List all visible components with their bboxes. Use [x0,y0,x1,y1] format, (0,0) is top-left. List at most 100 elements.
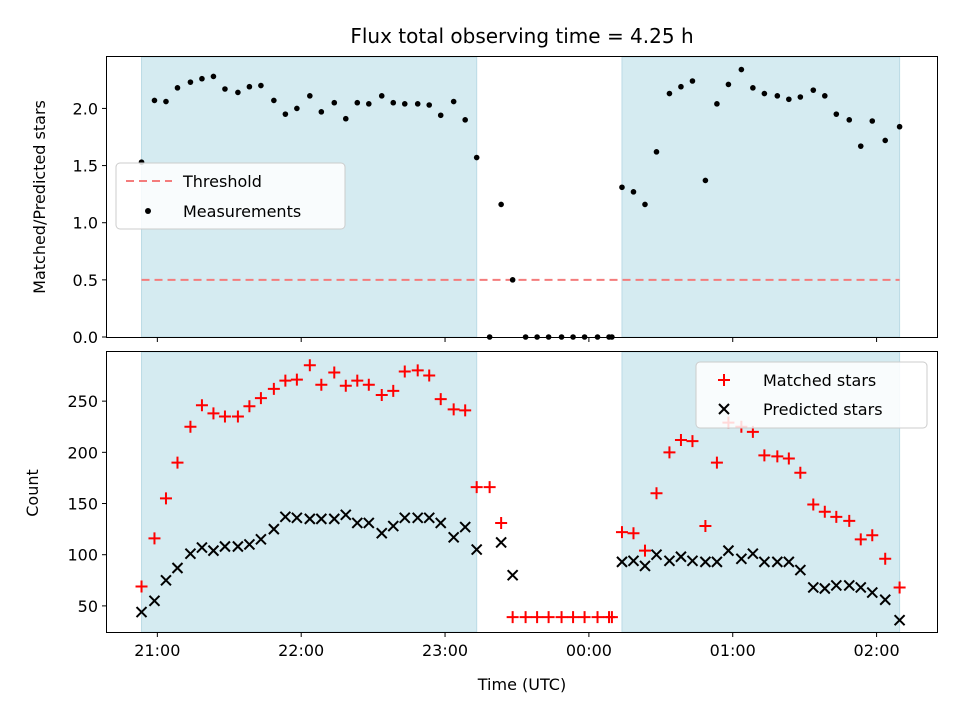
count-matched-stars-point-2 [159,492,172,505]
count-matched-stars-point-31 [506,611,519,624]
count-predicted-stars-point-47 [807,581,819,594]
count-y-tick-label-1: 100 [67,546,98,565]
ratio-measurements-point-7 [222,86,228,92]
ratio-measurements-point-24 [426,102,433,108]
ratio-measurements-point-15 [318,109,325,115]
count-matched-stars-point-43 [638,544,651,557]
count-matched-stars-point-49 [710,456,723,469]
legend-threshold-label: Threshold [182,172,262,191]
count-y-tick-label-4: 250 [67,392,98,411]
ratio-measurements-point-58 [821,93,828,99]
ratio-y-tick-label-0: 0.0 [73,328,98,347]
count-predicted-stars-point-38 [699,556,712,568]
count-matched-stars-point-1 [148,532,161,545]
count-predicted-stars-point-41 [735,553,748,565]
count-predicted-stars-point-50 [843,579,855,592]
ratio-measurements-point-49 [714,101,720,107]
count-matched-stars-point-56 [794,466,807,479]
count-predicted-stars-point-18 [351,517,364,529]
ratio-measurements-point-8 [235,89,241,96]
count-matched-stars-point-19 [362,378,375,391]
ratio-measurements-point-56 [797,94,804,100]
count-matched-stars-point-23 [411,364,424,377]
count-predicted-stars-point-7 [219,540,231,553]
count-predicted-stars-point-49 [830,579,843,592]
x-tick-label-3: 00:00 [566,641,612,660]
count-matched-stars-point-57 [807,498,820,511]
count-predicted-stars-point-4 [184,547,197,560]
count-predicted-stars-point-35 [663,555,676,567]
count-matched-stars-point-11 [267,382,280,395]
legend-predicted-label: Predicted stars [763,400,883,419]
count-matched-stars-point-21 [387,384,400,397]
ratio-measurements-point-13 [294,105,300,112]
count-matched-stars-point-45 [663,446,676,459]
count-matched-stars-point-12 [279,374,292,387]
count-predicted-stars-point-21 [387,520,399,532]
ratio-y-tick-label-1: 0.5 [73,271,98,290]
ratio-measurements-point-61 [857,143,864,149]
count-predicted-stars-point-44 [771,556,784,568]
count-matched-stars-point-63 [879,552,892,565]
count-matched-stars-point-14 [303,359,316,372]
count-matched-stars-point-20 [375,388,388,401]
count-predicted-stars-point-52 [866,586,878,599]
count-matched-stars-point-27 [459,404,472,417]
count-matched-stars-point-62 [866,529,879,542]
count-matched-stars-point-13 [290,373,303,386]
count-predicted-stars-point-29 [495,536,507,549]
count-predicted-stars-point-11 [268,523,280,535]
ratio-y-tick-label-3: 1.5 [73,157,98,176]
ratio-measurements-point-55 [786,96,792,103]
chart-title: Flux total observing time = 4.25 h [350,24,693,48]
x-tick-label-0: 21:00 [134,641,180,660]
ratio-measurements-point-2 [163,98,169,105]
count-predicted-stars-point-17 [340,509,352,521]
ratio-measurements-point-25 [437,112,444,119]
ratio-measurements-point-18 [354,99,361,106]
count-matched-stars-point-16 [328,366,341,379]
count-matched-stars-point-35 [555,611,568,624]
count-matched-stars-point-38 [591,611,604,624]
ratio-measurements-point-46 [678,83,684,90]
count-y-tick-label-3: 200 [67,443,98,462]
count-matched-stars-point-61 [854,533,867,546]
count-y-tick-label-0: 50 [78,597,98,616]
ratio-measurements-point-11 [271,97,277,104]
count-predicted-stars-point-36 [675,551,687,563]
count-legend: Matched stars Predicted stars [695,361,928,429]
count-matched-stars-point-28 [470,481,483,494]
ratio-measurements-point-45 [666,90,673,97]
count-predicted-stars-point-40 [722,544,735,557]
count-predicted-stars-point-12 [279,511,292,523]
ratio-y-axis-label: Matched/Predicted stars [30,100,49,294]
count-legend-box [695,361,928,429]
ratio-measurements-point-19 [366,101,372,107]
count-matched-stars-point-0 [135,580,148,593]
ratio-measurements-point-17 [342,115,349,122]
ratio-legend: Threshold Measurements [115,162,346,230]
count-matched-stars-point-4 [184,420,197,433]
count-matched-stars-point-44 [650,487,663,500]
ratio-observing-window-1 [621,56,901,338]
ratio-measurements-point-63 [882,137,889,144]
count-predicted-stars-point-20 [376,527,388,539]
ratio-measurements-point-21 [390,99,397,106]
ratio-measurements-point-5 [199,75,205,82]
count-matched-stars-point-34 [542,611,555,624]
count-predicted-stars-point-9 [243,538,256,551]
ratio-measurements-point-27 [462,117,468,123]
ratio-y-tick-label-2: 1.0 [73,214,98,233]
count-observing-window-0 [141,351,478,633]
count-matched-stars-point-32 [519,611,532,624]
legend-measurements-marker [145,208,151,214]
ratio-measurements-point-44 [653,149,660,155]
x-tick-label-4: 01:00 [710,641,756,660]
count-predicted-stars-point-31 [616,556,628,568]
ratio-measurements-point-41 [619,184,625,191]
count-matched-stars-point-64 [893,581,906,594]
count-panel-frame [106,351,938,633]
ratio-measurements-point-4 [187,79,194,85]
ratio-measurements-point-22 [401,101,408,107]
x-tick-label-1: 22:00 [278,641,324,660]
